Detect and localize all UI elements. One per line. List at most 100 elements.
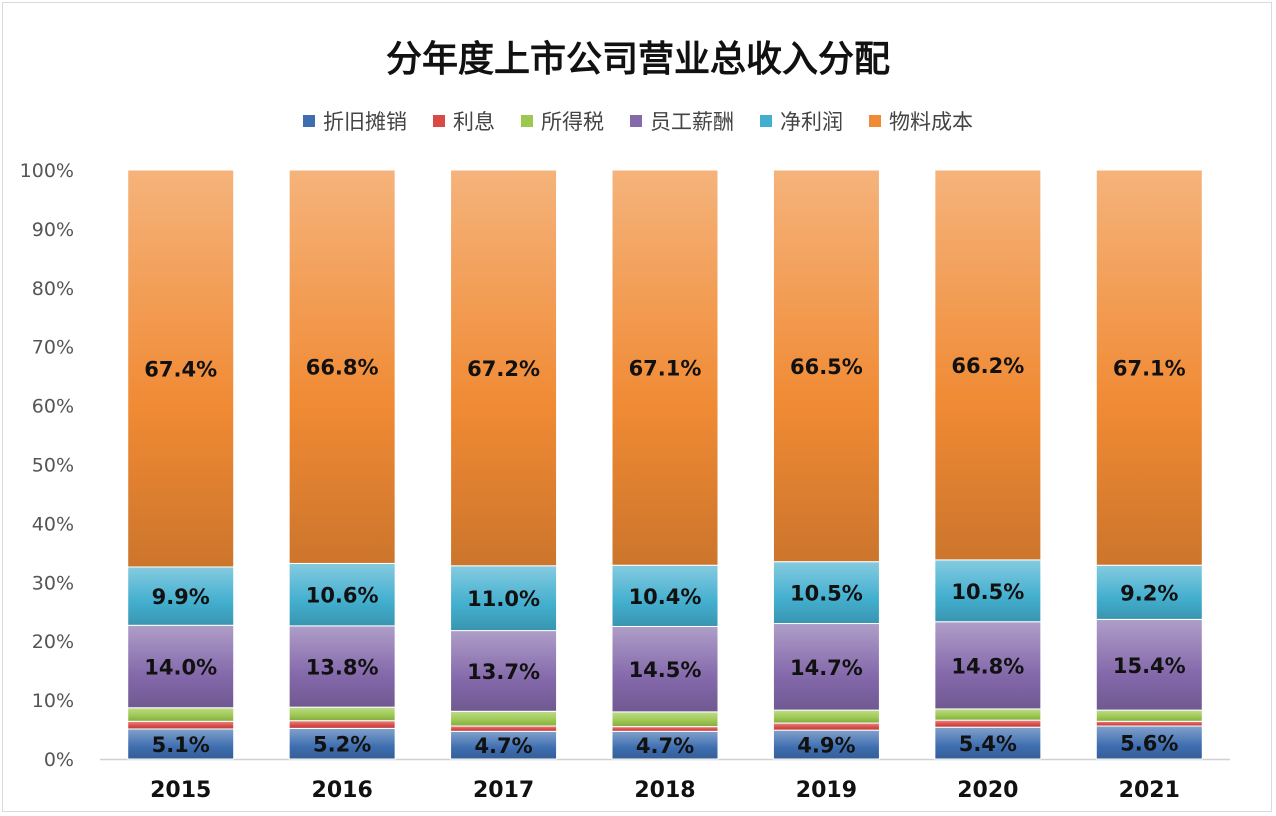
bar-segment <box>934 726 1042 760</box>
data-label: 14.5% <box>629 658 702 682</box>
bar-segment <box>1095 564 1203 620</box>
legend-label: 员工薪酬 <box>650 110 734 134</box>
legend-swatch <box>869 115 881 127</box>
y-tick-label: 80% <box>32 278 74 300</box>
data-label: 67.4% <box>144 357 217 381</box>
bar-segment <box>934 708 1042 721</box>
data-label: 66.5% <box>790 355 863 379</box>
bar-segment <box>450 730 558 760</box>
legend-swatch <box>433 115 445 127</box>
legend-item: 员工薪酬 <box>630 106 734 136</box>
bar-segment <box>288 562 396 627</box>
bar-segment <box>288 169 396 564</box>
bar-segment <box>772 729 880 760</box>
x-tick-label: 2015 <box>150 778 211 803</box>
bar-segment <box>772 722 880 731</box>
x-tick-label: 2016 <box>312 778 373 803</box>
data-label: 11.0% <box>467 587 540 611</box>
bar-segment <box>288 706 396 722</box>
data-label: 5.2% <box>313 733 371 757</box>
data-label: 66.8% <box>306 356 379 380</box>
legend-swatch <box>760 115 772 127</box>
legend-item: 所得税 <box>521 106 604 136</box>
data-label: 10.5% <box>790 582 863 606</box>
legend-item: 物料成本 <box>869 106 973 136</box>
bar-segment <box>450 630 558 712</box>
bar-segment <box>450 725 558 732</box>
x-tick-label: 2021 <box>1119 778 1180 803</box>
bar-segment <box>934 169 1042 561</box>
y-tick-label: 60% <box>32 396 74 418</box>
data-label: 5.4% <box>959 732 1017 756</box>
data-label: 67.2% <box>467 357 540 381</box>
data-label: 9.2% <box>1120 581 1178 605</box>
y-tick-label: 100% <box>20 160 74 182</box>
legend-item: 折旧摊销 <box>303 106 407 136</box>
data-label: 14.8% <box>951 654 1024 678</box>
bar-segment <box>450 169 558 567</box>
bar-segment <box>288 625 396 708</box>
x-tick-label: 2020 <box>957 778 1018 803</box>
legend-label: 所得税 <box>541 110 604 134</box>
legend-label: 利息 <box>453 110 495 134</box>
y-tick-label: 0% <box>44 749 74 771</box>
bar-segment <box>127 707 235 722</box>
bar-segment <box>288 720 396 729</box>
legend-item: 利息 <box>433 106 495 136</box>
legend-label: 折旧摊销 <box>323 110 407 134</box>
bar-segment <box>611 169 719 566</box>
y-tick-label: 90% <box>32 219 74 241</box>
data-label: 9.9% <box>152 585 210 609</box>
bar-segment <box>127 728 235 760</box>
bar-segment <box>127 169 235 568</box>
data-label: 5.6% <box>1120 732 1178 756</box>
data-label: 10.5% <box>951 580 1024 604</box>
x-tick-label: 2019 <box>796 778 857 803</box>
y-tick-label: 40% <box>32 513 74 535</box>
y-tick-label: 20% <box>32 631 74 653</box>
data-label: 13.7% <box>467 660 540 684</box>
bar-segment <box>1095 720 1203 727</box>
data-label: 66.2% <box>951 354 1024 378</box>
bar-segment <box>772 709 880 724</box>
bar-segment <box>1095 725 1203 760</box>
legend-label: 净利润 <box>780 110 843 134</box>
data-label: 67.1% <box>1113 357 1186 381</box>
legend-item: 净利润 <box>760 106 843 136</box>
y-tick-label: 50% <box>32 455 74 477</box>
data-label: 67.1% <box>629 357 702 381</box>
legend-swatch <box>303 115 315 127</box>
y-tick-label: 10% <box>32 690 74 712</box>
bar-segment <box>611 730 719 760</box>
legend: 折旧摊销 利息 所得税 员工薪酬 净利润 物料成本 <box>0 106 1276 136</box>
legend-swatch <box>630 115 642 127</box>
data-label: 14.7% <box>790 656 863 680</box>
data-label: 15.4% <box>1113 654 1186 678</box>
bar-segment <box>772 623 880 711</box>
bar-segment <box>772 561 880 625</box>
x-tick-label: 2017 <box>473 778 534 803</box>
data-label: 4.9% <box>797 734 855 758</box>
bar-segment <box>934 621 1042 710</box>
bar-segment <box>611 726 719 732</box>
data-label: 10.4% <box>629 585 702 609</box>
data-label: 10.6% <box>306 584 379 608</box>
y-tick-label: 70% <box>32 337 74 359</box>
bar-segment <box>450 710 558 727</box>
chart-title: 分年度上市公司营业总收入分配 <box>385 39 890 80</box>
data-label: 14.0% <box>144 656 217 680</box>
y-tick-label: 30% <box>32 572 74 594</box>
bar-segment <box>611 625 719 713</box>
bar-segment <box>127 720 235 730</box>
bar-segment <box>1095 169 1203 566</box>
bar-segment <box>450 565 558 632</box>
data-label: 13.8% <box>306 656 379 680</box>
data-label: 4.7% <box>474 734 532 758</box>
bar-segment <box>611 711 719 728</box>
bar-segment <box>127 624 235 709</box>
legend-label: 物料成本 <box>889 110 973 134</box>
bar-segment <box>1095 709 1203 722</box>
x-tick-label: 2018 <box>634 778 695 803</box>
